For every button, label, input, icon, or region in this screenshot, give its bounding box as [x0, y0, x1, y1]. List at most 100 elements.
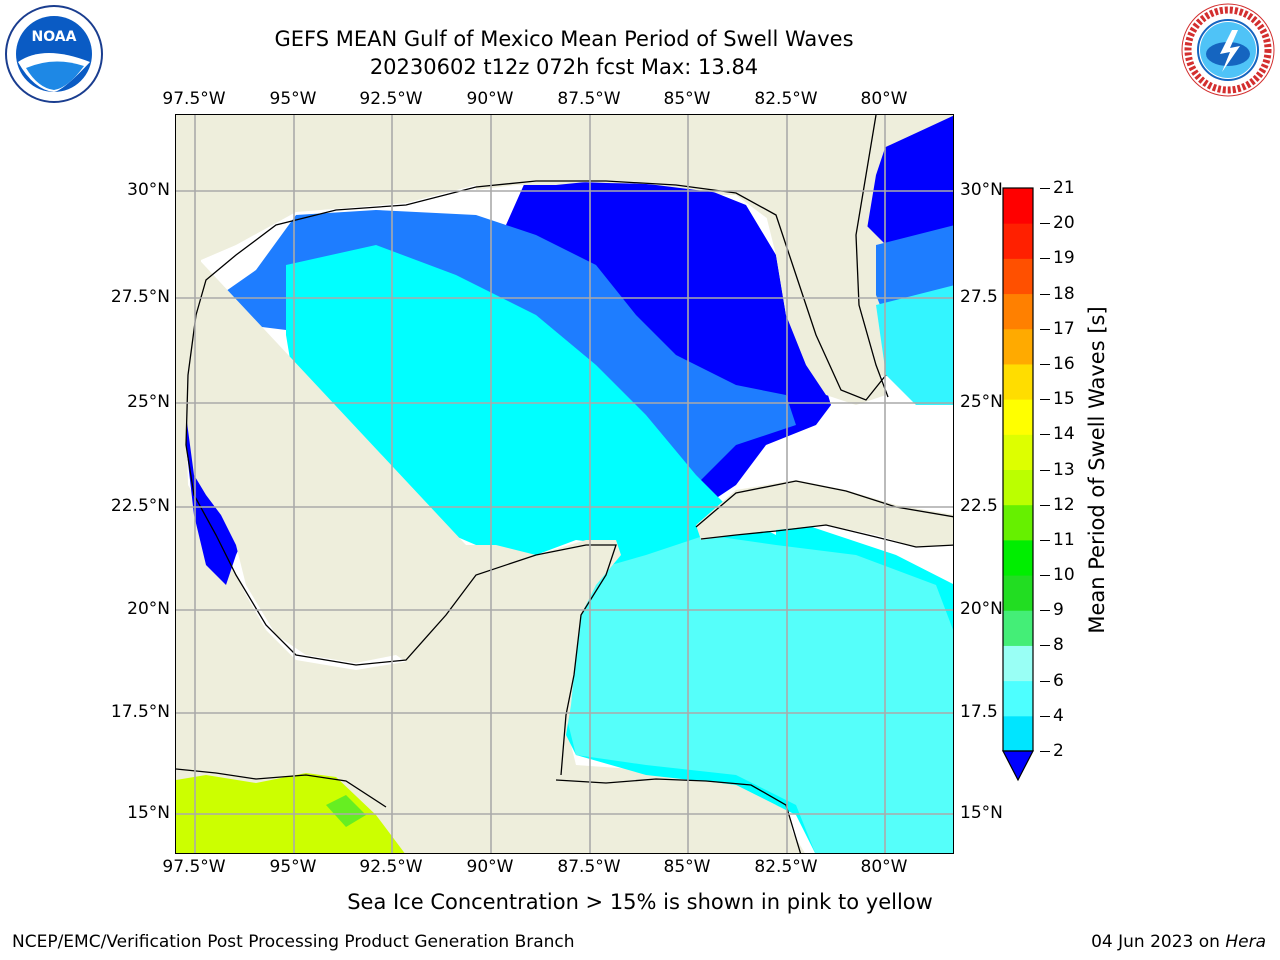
colorbar-tick-label: 2	[1053, 741, 1064, 761]
lat-label: 25°N	[127, 392, 170, 412]
sea-ice-note: Sea Ice Concentration > 15% is shown in …	[347, 890, 933, 914]
lon-label: 97.5°W	[162, 89, 226, 109]
colorbar-tick-label: 19	[1053, 248, 1075, 269]
colorbar-frame	[1002, 187, 1034, 752]
colorbar-segment	[1003, 434, 1033, 470]
lon-label: 85°W	[663, 89, 711, 109]
colorbar-tick	[1040, 645, 1050, 647]
colorbar-tick	[1040, 328, 1050, 330]
colorbar-tick-label: 12	[1053, 494, 1075, 515]
colorbar-tick	[1040, 293, 1050, 295]
colorbar-tick	[1040, 469, 1050, 471]
colorbar-segment	[1003, 399, 1033, 435]
colorbar	[1002, 187, 1034, 782]
swell-cyan-atlantic	[876, 285, 953, 405]
colorbar-tick-label: 17	[1053, 318, 1075, 339]
colorbar-tick-label: 15	[1053, 389, 1075, 410]
colorbar-segment	[1003, 539, 1033, 576]
colorbar-tick	[1040, 504, 1050, 506]
lon-label: 90°W	[466, 89, 514, 109]
lon-label: 85°W	[663, 857, 711, 877]
colorbar-tick	[1040, 680, 1050, 682]
colorbar-tick-label: 11	[1053, 529, 1075, 550]
colorbar-title: Mean Period of Swell Waves [s]	[1085, 306, 1109, 634]
lat-label: 15°N	[127, 803, 170, 823]
lat-label: 30°N	[960, 180, 1003, 200]
lon-label: 82.5°W	[754, 857, 818, 877]
colorbar-tick-label: 9	[1053, 600, 1064, 621]
lat-label: 25°N	[960, 392, 1003, 412]
colorbar-tick	[1040, 258, 1050, 260]
colorbar-segment	[1003, 363, 1033, 400]
ice-green-patch	[326, 795, 366, 827]
coastline-south	[176, 768, 802, 853]
lat-label: 22.5°N	[110, 496, 170, 516]
colorbar-tick	[1040, 434, 1050, 436]
colorbar-extend-arrow	[1002, 750, 1034, 782]
lon-label: 95°W	[269, 857, 317, 877]
lon-label: 92.5°W	[359, 857, 423, 877]
svg-text:NOAA: NOAA	[32, 29, 77, 45]
map-panel	[175, 114, 954, 854]
colorbar-tick-label: 13	[1053, 459, 1075, 480]
colorbar-segment	[1003, 223, 1033, 259]
lon-label: 82.5°W	[754, 89, 818, 109]
lat-label: 27.5	[960, 287, 998, 307]
date-host: Hera	[1225, 932, 1266, 952]
coastline-gulf	[185, 180, 887, 776]
colorbar-segment	[1003, 293, 1033, 330]
credit-text: NCEP/EMC/Verification Post Processing Pr…	[12, 932, 575, 952]
colorbar-tick-label: 8	[1053, 635, 1064, 656]
date-prefix: 04 Jun 2023 on	[1091, 932, 1226, 952]
colorbar-segment	[1003, 610, 1033, 646]
colorbar-tick	[1040, 363, 1050, 365]
swell-lightcyan	[561, 535, 953, 853]
land-yucatan	[176, 115, 621, 853]
colorbar-tick	[1040, 575, 1050, 577]
colorbar-tick-label: 21	[1053, 178, 1075, 198]
lat-label: 17.5°N	[110, 702, 170, 722]
colorbar-tick-label: 14	[1053, 424, 1075, 445]
colorbar-tick	[1040, 188, 1050, 189]
colorbar-tick	[1040, 610, 1050, 612]
colorbar-segment	[1003, 680, 1033, 717]
colorbar-tick-label: 10	[1053, 565, 1075, 586]
chart-title: GEFS MEAN Gulf of Mexico Mean Period of …	[274, 27, 854, 51]
colorbar-tick-label: 6	[1053, 670, 1064, 691]
colorbar-segment	[1003, 258, 1033, 295]
noaa-logo: NOAA	[5, 5, 103, 103]
lat-label: 22.5	[960, 496, 998, 516]
lon-label: 90°W	[466, 857, 514, 877]
lon-label: 95°W	[269, 89, 317, 109]
lat-label: 27.5°N	[110, 287, 170, 307]
lon-label: 80°W	[860, 857, 908, 877]
lat-label: 20°N	[127, 599, 170, 619]
lat-label: 20°N	[960, 599, 1003, 619]
colorbar-segment	[1003, 715, 1033, 752]
lat-label: 15°N	[960, 803, 1003, 823]
colorbar-tick	[1040, 751, 1050, 752]
colorbar-tick-label: 16	[1053, 353, 1075, 374]
date-text: 04 Jun 2023 on Hera	[1091, 932, 1266, 952]
lon-label: 97.5°W	[162, 857, 226, 877]
graticule	[176, 115, 953, 853]
colorbar-tick	[1040, 399, 1050, 401]
colorbar-tick	[1040, 223, 1050, 225]
coastline-florida	[855, 115, 889, 398]
chart-subtitle: 20230602 t12z 072h fcst Max: 13.84	[369, 55, 759, 79]
land-florida	[476, 115, 953, 405]
colorbar-segment	[1003, 504, 1033, 541]
land-cuba	[696, 480, 953, 547]
colorbar-segment	[1003, 328, 1033, 365]
colorbar-tick-label: 20	[1053, 213, 1075, 234]
lon-label: 87.5°W	[557, 857, 621, 877]
lon-label: 80°W	[860, 89, 908, 109]
colorbar-segment	[1003, 469, 1033, 506]
colorbar-tick	[1040, 539, 1050, 541]
colorbar-tick-label: 4	[1053, 705, 1064, 726]
lat-label: 30°N	[127, 180, 170, 200]
colorbar-segment	[1003, 575, 1033, 611]
land-central-america	[556, 780, 805, 853]
colorbar-segment	[1003, 645, 1033, 682]
nws-logo	[1181, 3, 1275, 97]
